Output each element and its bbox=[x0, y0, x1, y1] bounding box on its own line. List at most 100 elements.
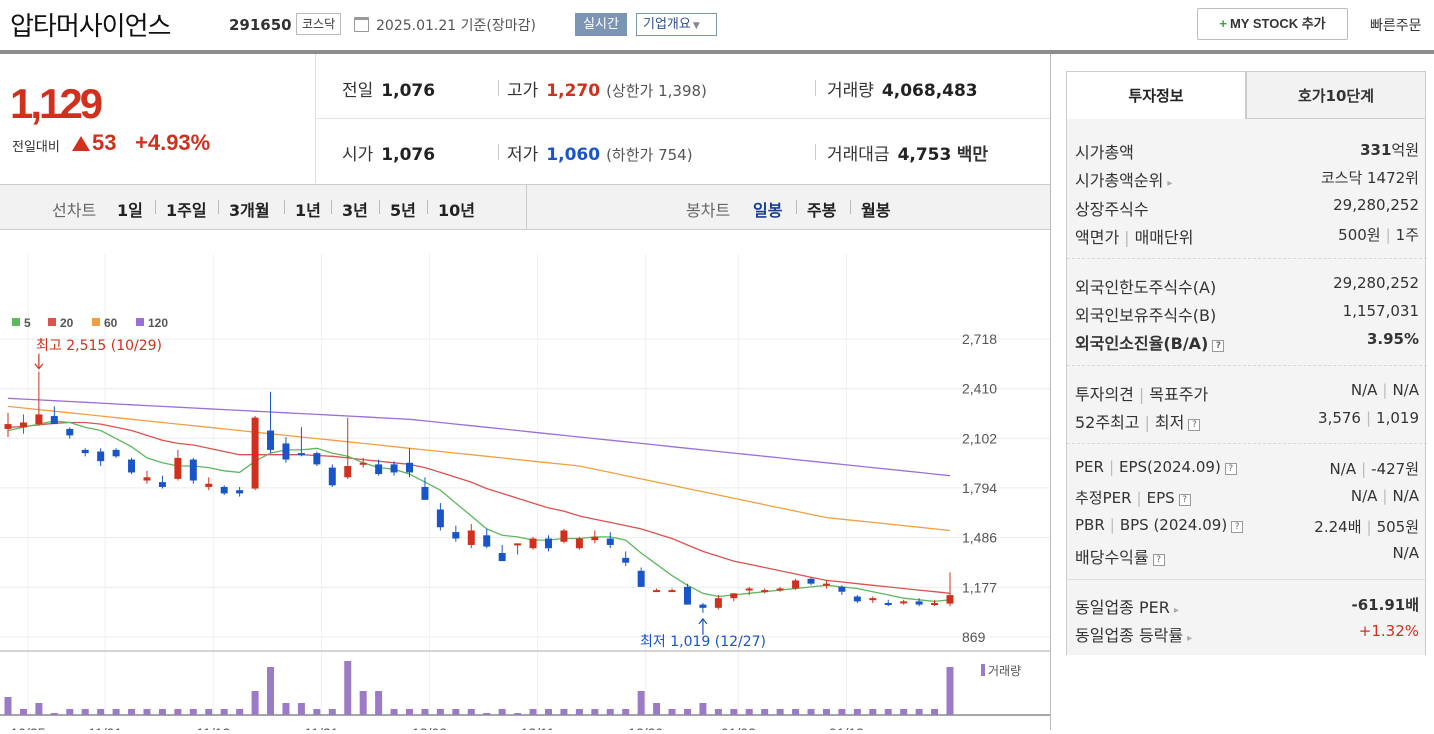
sector-per-row[interactable]: 동일업종 PER ▸ -61.91배 bbox=[1075, 592, 1419, 618]
calendar-icon bbox=[354, 17, 369, 32]
divider bbox=[498, 144, 499, 160]
period-5y[interactable]: 5년 bbox=[390, 201, 416, 220]
rank-row[interactable]: 시가총액순위 ▸ 코스닥 1472위 bbox=[1075, 165, 1419, 191]
market-cap-row: 시가총액 331억원 bbox=[1075, 137, 1419, 163]
pipe-divider: | bbox=[1365, 409, 1372, 427]
pipe-divider: | bbox=[1138, 385, 1145, 404]
candle-body bbox=[220, 486, 228, 494]
opinion-row: 투자의견 | 목표주가 N/A | N/A bbox=[1075, 379, 1419, 405]
y-tick-label: 1,486 bbox=[962, 530, 997, 546]
volume-bar bbox=[436, 709, 444, 715]
volume-bar bbox=[297, 703, 305, 715]
est-per-value-cell: N/A | N/A bbox=[1351, 487, 1419, 505]
tab-orderbook-10[interactable]: 호가10단계 bbox=[1246, 71, 1426, 119]
w52-high-value: 3,576 bbox=[1318, 409, 1361, 427]
candle-body bbox=[606, 538, 614, 545]
candle-body bbox=[205, 483, 213, 487]
period-1y[interactable]: 1년 bbox=[295, 201, 321, 220]
x-tick-label: 10/25 bbox=[10, 725, 45, 730]
ma-line-ma20 bbox=[7, 421, 951, 594]
volume-bar bbox=[730, 709, 738, 715]
prev-close-value: 1,076 bbox=[381, 81, 436, 101]
candle-weekly[interactable]: 주봉 bbox=[807, 201, 837, 220]
foreign-hold-label: 외국인보유주식수(B) bbox=[1075, 306, 1217, 325]
section-divider bbox=[1067, 365, 1427, 366]
candle-body bbox=[251, 417, 259, 489]
bps-label: BPS (2024.09) bbox=[1119, 516, 1228, 534]
volume-bar bbox=[359, 691, 367, 715]
legend-label: 20 bbox=[60, 316, 74, 330]
divider bbox=[284, 200, 285, 214]
period-1w[interactable]: 1주일 bbox=[166, 201, 207, 220]
candle-body bbox=[591, 536, 599, 541]
candle-body bbox=[81, 449, 89, 454]
help-icon[interactable]: ? bbox=[1224, 463, 1237, 475]
y-tick-label: 1,794 bbox=[962, 480, 997, 496]
est-eps-label: EPS bbox=[1146, 489, 1175, 507]
candle-body bbox=[313, 453, 321, 465]
volume-bar bbox=[529, 709, 537, 715]
volume-bar bbox=[699, 703, 707, 715]
company-overview-dropdown[interactable]: 기업개요 ▼ bbox=[636, 13, 717, 36]
volume-bar bbox=[66, 709, 74, 715]
candle-body bbox=[745, 588, 753, 591]
tab-investment-info[interactable]: 투자정보 bbox=[1066, 71, 1246, 119]
candle-body bbox=[498, 553, 506, 562]
x-tick-label: 11/01 bbox=[88, 725, 122, 730]
per-cell: PER | EPS(2024.09)? bbox=[1075, 458, 1237, 476]
help-icon[interactable]: ? bbox=[1231, 521, 1244, 533]
period-1d[interactable]: 1일 bbox=[117, 201, 143, 220]
candle-monthly[interactable]: 월봉 bbox=[861, 201, 891, 220]
candle-body bbox=[900, 601, 908, 604]
per-value-cell: N/A | -427원 bbox=[1330, 458, 1419, 479]
change-percent: +4.93% bbox=[135, 130, 211, 155]
pipe-divider: | bbox=[1136, 489, 1142, 507]
x-tick-label: 11/21 bbox=[304, 725, 338, 730]
candle-body bbox=[483, 535, 491, 547]
help-icon[interactable]: ? bbox=[1178, 494, 1191, 506]
x-tick-label: 01/13 bbox=[829, 725, 864, 730]
sector-change-value: +1.32% bbox=[1358, 622, 1419, 640]
change-label: 전일대비 bbox=[12, 140, 60, 155]
volume-bar bbox=[745, 709, 753, 715]
target-value: N/A bbox=[1392, 381, 1419, 399]
candle-body bbox=[714, 598, 722, 608]
caret-right-icon: ▸ bbox=[1173, 605, 1179, 616]
volume-bar bbox=[544, 709, 552, 715]
period-3y[interactable]: 3년 bbox=[342, 201, 368, 220]
w52-row: 52주최고 | 최저? 3,576 | 1,019 bbox=[1075, 407, 1419, 433]
target-label: 목표주가 bbox=[1149, 385, 1209, 404]
foreign-hold-row: 외국인보유주식수(B) 1,157,031 bbox=[1075, 300, 1419, 326]
candlestick-chart[interactable]: 2,718 2,410 2,102 1,794 1,486 1,177 869 5 20 60 12… bbox=[0, 254, 1050, 734]
help-icon[interactable]: ? bbox=[1188, 419, 1201, 431]
y-tick-label: 2,410 bbox=[962, 381, 997, 397]
market-cap-cell: 331억원 bbox=[1360, 139, 1419, 160]
ma-line-ma120 bbox=[7, 397, 951, 477]
divider bbox=[815, 80, 816, 96]
y-tick-label: 869 bbox=[962, 629, 986, 645]
realtime-button[interactable]: 실시간 bbox=[575, 13, 627, 36]
help-icon[interactable]: ? bbox=[1152, 554, 1165, 566]
chart-area[interactable]: 2,718 2,410 2,102 1,794 1,486 1,177 869 5 20 60 12… bbox=[0, 254, 1050, 734]
candle-body bbox=[653, 590, 661, 593]
per-value: N/A bbox=[1329, 460, 1357, 478]
candle-body bbox=[297, 453, 305, 456]
pbr-row: PBR | BPS (2024.09)? 2.24배 | 505원 bbox=[1075, 514, 1419, 540]
shares-label: 상장주식수 bbox=[1075, 200, 1149, 219]
add-my-stock-button[interactable]: + MY STOCK 추가 bbox=[1197, 8, 1348, 40]
volume-bar bbox=[853, 709, 861, 715]
open-value: 1,076 bbox=[381, 145, 436, 165]
period-3m[interactable]: 3개월 bbox=[229, 201, 270, 220]
volume-bar bbox=[483, 713, 491, 715]
quick-order-link[interactable]: 빠른주문 bbox=[1370, 18, 1422, 34]
pbr-value-cell: 2.24배 | 505원 bbox=[1314, 516, 1419, 537]
period-10y[interactable]: 10년 bbox=[438, 201, 475, 220]
volume-bar bbox=[591, 709, 599, 715]
volume-bar bbox=[822, 709, 830, 715]
sector-change-row[interactable]: 동일업종 등락률 ▸ +1.32% bbox=[1075, 620, 1419, 646]
prev-close: 전일 1,076 bbox=[342, 76, 435, 101]
help-icon[interactable]: ? bbox=[1212, 340, 1225, 352]
sector-per-value: -61.91배 bbox=[1351, 596, 1419, 614]
candle-daily[interactable]: 일봉 bbox=[753, 201, 783, 220]
legend-swatch bbox=[12, 318, 20, 326]
